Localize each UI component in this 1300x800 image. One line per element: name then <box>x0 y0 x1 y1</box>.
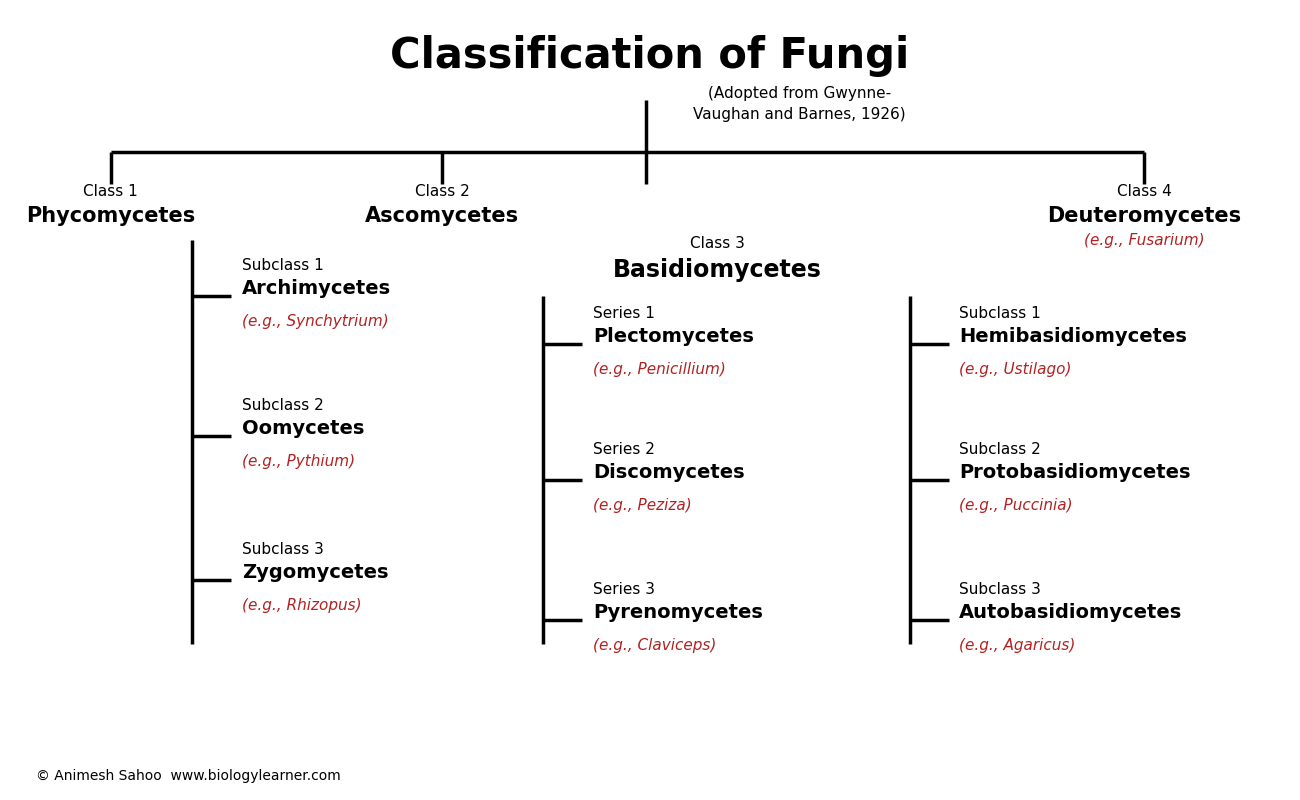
Text: Archimycetes: Archimycetes <box>242 278 391 298</box>
Text: (e.g., Peziza): (e.g., Peziza) <box>593 498 692 513</box>
Text: (Adopted from Gwynne-
Vaughan and Barnes, 1926): (Adopted from Gwynne- Vaughan and Barnes… <box>693 86 906 122</box>
Text: Subclass 3: Subclass 3 <box>242 542 324 557</box>
Text: Phycomycetes: Phycomycetes <box>26 206 195 226</box>
Text: Oomycetes: Oomycetes <box>242 418 364 438</box>
Text: Series 1: Series 1 <box>593 306 655 321</box>
Text: Classification of Fungi: Classification of Fungi <box>390 35 910 77</box>
Text: Hemibasidiomycetes: Hemibasidiomycetes <box>959 326 1187 346</box>
Text: Subclass 3: Subclass 3 <box>959 582 1041 597</box>
Text: (e.g., Rhizopus): (e.g., Rhizopus) <box>242 598 361 613</box>
Text: Basidiomycetes: Basidiomycetes <box>614 258 822 282</box>
Text: Protobasidiomycetes: Protobasidiomycetes <box>959 462 1191 482</box>
Text: Series 3: Series 3 <box>593 582 655 597</box>
Text: (e.g., Penicillium): (e.g., Penicillium) <box>593 362 725 377</box>
Text: (e.g., Ustilago): (e.g., Ustilago) <box>959 362 1072 377</box>
Text: Class 4: Class 4 <box>1117 185 1171 199</box>
Text: Class 1: Class 1 <box>83 185 138 199</box>
Text: (e.g., Claviceps): (e.g., Claviceps) <box>593 638 716 653</box>
Text: (e.g., Fusarium): (e.g., Fusarium) <box>1084 233 1204 247</box>
Text: (e.g., Puccinia): (e.g., Puccinia) <box>959 498 1072 513</box>
Text: Ascomycetes: Ascomycetes <box>365 206 519 226</box>
Text: Zygomycetes: Zygomycetes <box>242 562 389 582</box>
Text: Pyrenomycetes: Pyrenomycetes <box>593 602 763 622</box>
Text: Subclass 2: Subclass 2 <box>959 442 1041 457</box>
Text: Deuteromycetes: Deuteromycetes <box>1046 206 1242 226</box>
Text: Series 2: Series 2 <box>593 442 655 457</box>
Text: Subclass 2: Subclass 2 <box>242 398 324 413</box>
Text: Class 2: Class 2 <box>415 185 469 199</box>
Text: (e.g., Synchytrium): (e.g., Synchytrium) <box>242 314 389 329</box>
Text: Subclass 1: Subclass 1 <box>959 306 1041 321</box>
Text: Autobasidiomycetes: Autobasidiomycetes <box>959 602 1183 622</box>
Text: (e.g., Pythium): (e.g., Pythium) <box>242 454 355 469</box>
Text: © Animesh Sahoo  www.biologylearner.com: © Animesh Sahoo www.biologylearner.com <box>36 769 341 783</box>
Text: Class 3: Class 3 <box>690 237 745 251</box>
Text: Subclass 1: Subclass 1 <box>242 258 324 273</box>
Text: (e.g., Agaricus): (e.g., Agaricus) <box>959 638 1076 653</box>
Text: Plectomycetes: Plectomycetes <box>593 326 754 346</box>
Text: Discomycetes: Discomycetes <box>593 462 745 482</box>
